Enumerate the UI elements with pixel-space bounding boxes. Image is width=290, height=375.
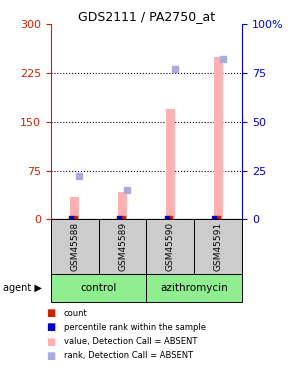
Bar: [51, 274, 146, 302]
Text: GSM45589: GSM45589: [118, 222, 127, 271]
Text: GSM45588: GSM45588: [70, 222, 79, 271]
Text: GSM45590: GSM45590: [166, 222, 175, 271]
Bar: [194, 219, 242, 274]
Text: rank, Detection Call = ABSENT: rank, Detection Call = ABSENT: [64, 351, 193, 360]
Title: GDS2111 / PA2750_at: GDS2111 / PA2750_at: [78, 10, 215, 23]
Bar: [99, 219, 146, 274]
Text: azithromycin: azithromycin: [160, 283, 228, 293]
Bar: [146, 274, 242, 302]
Text: ■: ■: [46, 308, 56, 318]
Bar: [51, 219, 99, 274]
Text: ■: ■: [46, 322, 56, 332]
Text: agent ▶: agent ▶: [3, 283, 42, 293]
Bar: [70, 196, 79, 219]
Text: ■: ■: [46, 337, 56, 346]
Text: GSM45591: GSM45591: [214, 222, 223, 271]
Bar: [146, 219, 194, 274]
Text: percentile rank within the sample: percentile rank within the sample: [64, 323, 206, 332]
Text: ■: ■: [46, 351, 56, 361]
Bar: [214, 57, 222, 219]
Text: value, Detection Call = ABSENT: value, Detection Call = ABSENT: [64, 337, 197, 346]
Bar: [118, 192, 127, 219]
Text: count: count: [64, 309, 88, 318]
Bar: [166, 109, 175, 219]
Text: control: control: [80, 283, 117, 293]
